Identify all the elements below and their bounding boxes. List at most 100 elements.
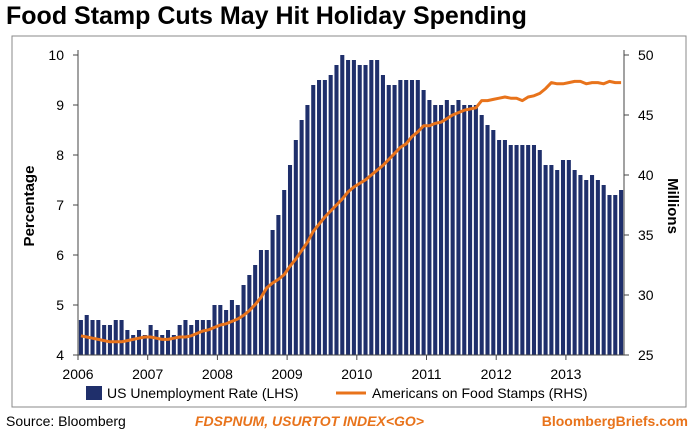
source-note: Source: Bloomberg [6, 413, 126, 429]
unemployment-bar [514, 145, 519, 355]
unemployment-bar [276, 215, 281, 355]
unemployment-bar [543, 165, 548, 355]
unemployment-bar [555, 170, 560, 355]
left-tick-label: 4 [56, 347, 64, 363]
unemployment-bar [531, 145, 537, 355]
unemployment-bar [311, 85, 316, 355]
unemployment-bar [293, 140, 298, 355]
unemployment-bar [497, 140, 502, 355]
unemployment-bar [369, 60, 374, 355]
unemployment-bar [119, 320, 124, 355]
x-tick-label: 2013 [550, 366, 581, 382]
unemployment-bar [166, 330, 171, 355]
unemployment-bar [148, 325, 153, 355]
unemployment-bar [415, 80, 420, 355]
unemployment-bar [508, 145, 513, 355]
left-tick-label: 5 [56, 297, 64, 313]
right-tick-label: 40 [638, 167, 654, 183]
unemployment-bar [421, 90, 426, 355]
unemployment-bar [375, 60, 380, 355]
unemployment-bar [502, 140, 507, 355]
y-axis-label-left: Percentage [21, 166, 38, 247]
unemployment-bar [392, 85, 397, 355]
unemployment-bar [270, 230, 275, 355]
unemployment-bar [491, 130, 496, 355]
unemployment-bar [177, 325, 182, 355]
x-tick-label: 2009 [272, 366, 303, 382]
left-tick-label: 8 [56, 147, 64, 163]
unemployment-bar [229, 300, 234, 355]
unemployment-bar [235, 305, 240, 355]
unemployment-bar [317, 80, 322, 355]
unemployment-bar [107, 325, 112, 355]
unemployment-bar [601, 185, 606, 355]
unemployment-bar [450, 105, 455, 355]
unemployment-bar [444, 100, 449, 355]
unemployment-bar [363, 65, 368, 355]
unemployment-bar [433, 105, 438, 355]
unemployment-bar [189, 325, 194, 355]
x-tick-label: 2010 [341, 366, 372, 382]
unemployment-bar [485, 125, 490, 355]
unemployment-bar [578, 175, 583, 355]
unemployment-bar [334, 65, 339, 355]
unemployment-bar [264, 250, 269, 355]
left-tick-label: 10 [48, 47, 64, 63]
unemployment-bar [560, 160, 566, 355]
unemployment-bar [84, 315, 89, 355]
food-stamps-line [80, 79, 622, 344]
left-ticks: 4 5 6 7 8 9 10 [48, 47, 78, 363]
unemployment-bar [526, 145, 531, 355]
unemployment-bar [340, 55, 345, 355]
right-tick-label: 50 [638, 47, 654, 63]
x-tick-label: 2011 [411, 366, 441, 382]
unemployment-bar [195, 320, 200, 355]
unemployment-bar [305, 105, 310, 355]
unemployment-bar [253, 265, 258, 355]
x-tick-label: 2006 [62, 366, 93, 382]
unemployment-bar [537, 150, 542, 355]
unemployment-bar [125, 330, 130, 355]
unemployment-bar [142, 335, 147, 355]
unemployment-bar [409, 80, 415, 355]
left-tick-label: 9 [56, 97, 64, 113]
unemployment-bar [346, 60, 351, 355]
left-tick-label: 6 [56, 247, 64, 263]
legend-label-unemployment: US Unemployment Rate (LHS) [107, 385, 298, 401]
unemployment-bar [160, 335, 165, 355]
right-tick-label: 35 [638, 227, 654, 243]
unemployment-bar [154, 330, 159, 355]
unemployment-bar [131, 335, 136, 355]
unemployment-bar [351, 60, 356, 355]
legend-swatch-unemployment [86, 386, 102, 400]
unemployment-bar [224, 310, 229, 355]
unemployment-bar [258, 250, 264, 355]
y-axis-label-right: Millions [664, 178, 681, 234]
x-tick-label: 2012 [481, 366, 512, 382]
unemployment-bar [218, 305, 223, 355]
chart-frame [11, 35, 687, 408]
unemployment-bar [456, 100, 461, 355]
right-tick-label: 30 [638, 287, 654, 303]
unemployment-bar [287, 165, 293, 355]
unemployment-bar [479, 115, 484, 355]
unemployment-bar [462, 105, 467, 355]
unemployment-bar [404, 80, 409, 355]
unemployment-bar [96, 320, 101, 355]
unemployment-bar [113, 320, 118, 355]
unemployment-bar [520, 145, 525, 355]
brand-name: BloombergBriefs.com [542, 413, 688, 429]
chart-title: Food Stamp Cuts May Hit Holiday Spending [6, 2, 527, 30]
unemployment-bar [468, 105, 473, 355]
ticker-code: FDSPNUM, USURTOT INDEX<GO> [195, 413, 424, 429]
unemployment-bar [566, 160, 571, 355]
right-tick-label: 25 [638, 347, 654, 363]
right-tick-label: 45 [638, 107, 654, 123]
unemployment-bar [380, 75, 385, 355]
unemployment-bar [427, 100, 432, 355]
unemployment-bar [584, 180, 589, 355]
unemployment-bar [78, 320, 83, 355]
unemployment-bar [241, 285, 246, 355]
unemployment-bar [613, 195, 618, 355]
